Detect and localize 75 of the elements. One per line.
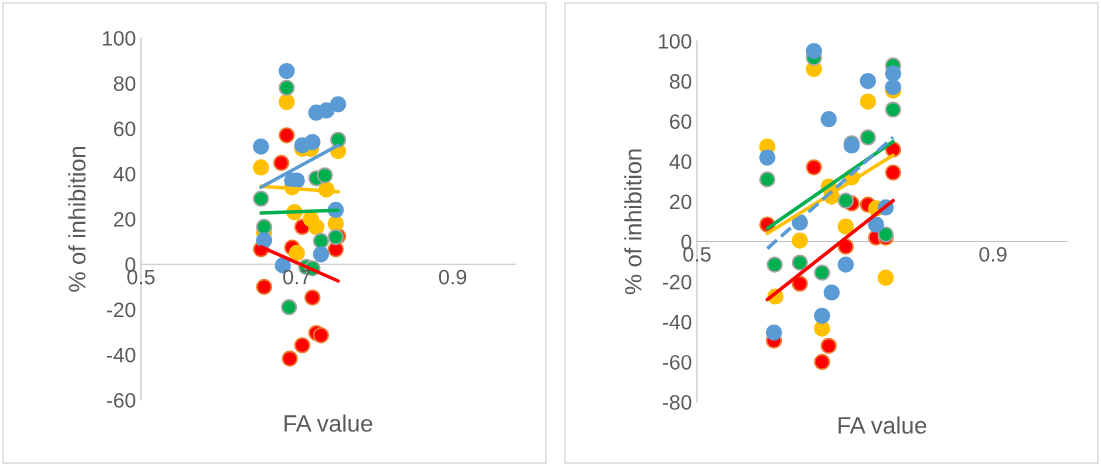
y-axis-title: % of inhibition — [624, 149, 642, 295]
point — [252, 159, 270, 176]
y-tick-label: -60 — [106, 393, 136, 408]
point — [884, 101, 902, 118]
point — [312, 232, 330, 250]
x-tick-label: 0.7 — [283, 269, 311, 285]
point — [884, 65, 902, 82]
point — [877, 269, 894, 286]
point — [288, 244, 305, 262]
point — [837, 192, 854, 209]
y-axis-title: % of inhibition — [68, 147, 86, 292]
y-tick-label: -80 — [662, 395, 692, 410]
point — [766, 256, 783, 273]
point — [312, 327, 330, 344]
x-axis-title: FA value — [838, 416, 927, 434]
point — [330, 131, 347, 148]
y-tick-label: -20 — [662, 274, 692, 290]
point — [304, 133, 321, 151]
y-tick-label: 100 — [658, 34, 692, 49]
x-tick-label: 0.9 — [439, 269, 467, 285]
point — [255, 218, 273, 236]
point — [823, 284, 840, 301]
point — [813, 353, 831, 371]
point — [312, 246, 330, 263]
point — [759, 171, 776, 188]
point — [255, 232, 273, 249]
y-tick-label: 100 — [102, 31, 136, 46]
point — [859, 93, 877, 110]
point — [759, 149, 776, 166]
y-tick-label: 80 — [669, 74, 692, 89]
y-tick-label: 20 — [670, 194, 692, 210]
point — [278, 93, 295, 111]
point — [791, 232, 808, 249]
point — [308, 218, 325, 236]
point — [820, 337, 837, 354]
point — [859, 72, 877, 90]
y-tick-label: 40 — [113, 166, 136, 182]
point — [255, 278, 273, 295]
point — [294, 337, 311, 354]
point — [330, 96, 347, 113]
point — [765, 324, 783, 341]
point — [813, 264, 831, 281]
y-tick-label: 40 — [669, 154, 692, 170]
y-tick-label: -40 — [106, 347, 136, 363]
point — [252, 138, 270, 155]
y-tick-label: 60 — [670, 114, 692, 129]
y-tick-label: 60 — [114, 121, 136, 137]
point — [867, 216, 885, 233]
point — [791, 254, 808, 271]
point — [318, 102, 335, 119]
y-tick-label: -20 — [106, 302, 136, 318]
point — [252, 190, 270, 207]
point — [316, 167, 334, 184]
point — [884, 164, 902, 181]
point — [278, 79, 295, 96]
point — [280, 299, 298, 316]
point — [805, 159, 823, 176]
x-axis-title: FA value — [284, 414, 373, 432]
y-tick-label: -40 — [662, 314, 692, 330]
point — [837, 256, 854, 273]
y-tick-label: 20 — [114, 212, 136, 227]
point — [278, 127, 295, 144]
point — [813, 307, 831, 324]
point — [304, 289, 321, 306]
point — [805, 42, 823, 60]
point — [273, 154, 290, 172]
point — [281, 350, 298, 367]
y-tick-label: -60 — [662, 354, 692, 370]
point — [837, 218, 854, 235]
point — [820, 111, 837, 128]
x-tick-label: 0.9 — [979, 246, 1007, 262]
point — [791, 275, 808, 292]
y-tick-label: 80 — [113, 76, 136, 91]
point — [859, 129, 877, 146]
point — [278, 62, 295, 80]
